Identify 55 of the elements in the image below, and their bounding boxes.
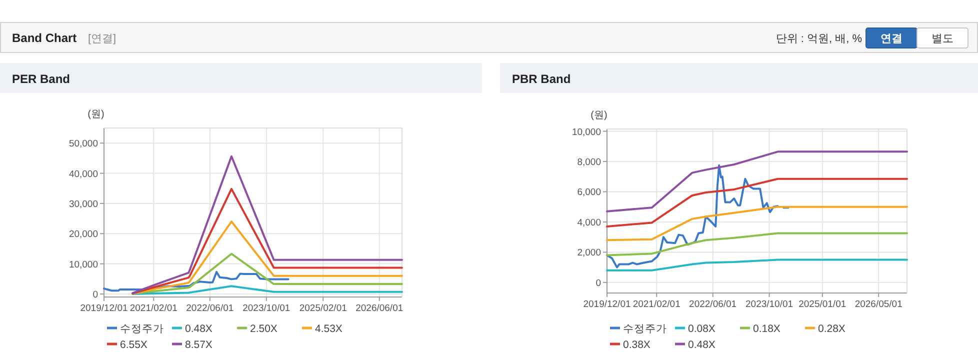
text: 연결: [880, 33, 902, 45]
text: 별도: [932, 33, 954, 45]
chart-title: PER Band: [12, 72, 70, 86]
chart-title: PBR Band: [512, 72, 571, 86]
x-tick-label: 2021/02/01: [632, 299, 680, 310]
x-tick-label: 2023/10/01: [746, 299, 794, 310]
line-series: [606, 206, 908, 242]
y-tick-label: 30,000: [68, 198, 98, 210]
line-series: [606, 258, 908, 272]
text: Band Chart: [12, 31, 77, 45]
legend-label: 4.53X: [315, 323, 342, 335]
legend-label: 0.38X: [623, 339, 650, 351]
legend-label: 0.18X: [753, 323, 780, 335]
y-tick-label: 20,000: [68, 229, 98, 240]
legend-label: 수정주가: [120, 323, 164, 335]
x-tick-label: 2025/02/01: [299, 303, 347, 314]
y-tick-label: 4,000: [577, 217, 601, 228]
y-tick-label: 0: [596, 278, 601, 289]
x-tick-label: 2026/06/01: [356, 303, 404, 314]
legend-label: 0.28X: [818, 323, 846, 335]
legend-label: 0.08X: [688, 323, 716, 335]
y-axis-title: (원): [590, 110, 608, 121]
y-tick-label: 10,000: [572, 126, 601, 138]
line-series: [103, 270, 290, 292]
line-series: [132, 155, 403, 294]
y-axis-title: (원): [88, 109, 104, 120]
y-tick-label: 2,000: [577, 248, 601, 259]
x-tick-label: 2025/01/01: [798, 299, 846, 310]
x-tick-label: 2022/06/01: [186, 303, 234, 314]
line-series: [606, 178, 908, 228]
line-series: [132, 220, 403, 295]
y-tick-label: 8,000: [577, 157, 601, 168]
x-tick-label: 2021/02/01: [130, 303, 178, 314]
y-tick-label: 50,000: [68, 138, 98, 150]
y-tick-label: 0: [92, 289, 98, 300]
text: [연결]: [88, 33, 116, 45]
legend-label: 0.48X: [688, 339, 716, 351]
x-tick-label: 2019/12/01: [80, 303, 128, 314]
line-series: [132, 285, 403, 295]
legend-label: 수정주가: [623, 323, 667, 335]
legend-label: 2.50X: [250, 323, 278, 335]
y-tick-label: 40,000: [68, 168, 98, 180]
y-tick-label: 6,000: [577, 187, 601, 198]
legend-label: 0.48X: [185, 323, 212, 335]
x-tick-label: 2022/06/01: [689, 299, 737, 310]
line-series: [606, 150, 908, 212]
text: 단위 : 억원, 배, %: [776, 33, 862, 45]
legend-label: 6.55X: [120, 339, 148, 351]
y-tick-label: 10,000: [68, 259, 98, 270]
line-series: [132, 188, 403, 294]
legend-label: 8.57X: [185, 339, 212, 351]
line-series: [606, 232, 908, 256]
x-tick-label: 2023/10/01: [242, 303, 290, 314]
x-tick-label: 2019/12/01: [583, 299, 631, 310]
x-tick-label: 2026/05/01: [854, 299, 902, 310]
